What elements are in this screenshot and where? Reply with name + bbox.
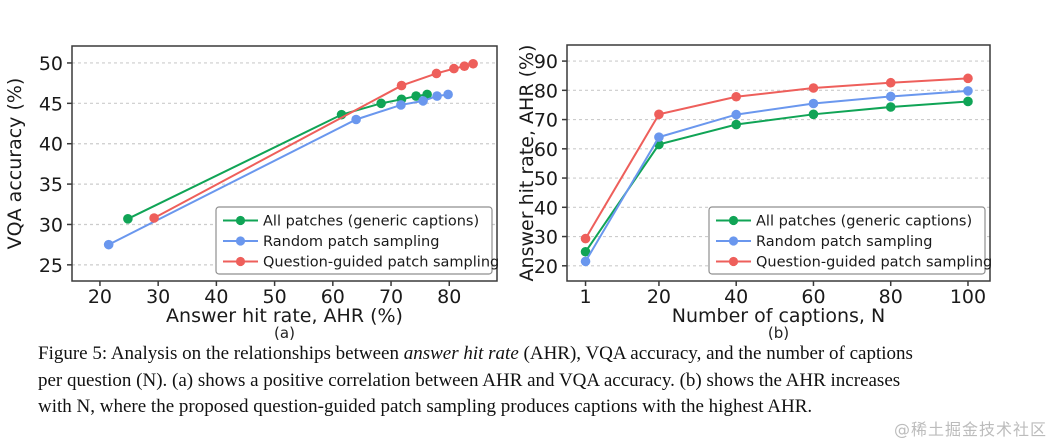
y-tick-label: 40: [534, 197, 558, 219]
data-point-blue: [731, 109, 741, 120]
data-point-green: [411, 91, 421, 101]
data-point-red: [963, 73, 973, 84]
y-tick-label: 40: [39, 134, 63, 156]
data-point-blue: [885, 91, 896, 102]
series-line-blue: [584, 89, 969, 262]
y-axis-label: VQA accuracy (%): [4, 78, 26, 250]
caption-line: per question (N). (a) shows a positive c…: [38, 368, 1032, 395]
caption-italic-segment: answer hit rate: [403, 343, 519, 364]
data-point-blue: [418, 96, 428, 106]
data-point-green: [808, 109, 819, 120]
x-tick-label: 1: [579, 286, 591, 308]
data-point-red: [396, 80, 407, 91]
subfigure-label: (b): [768, 324, 789, 340]
y-tick-label: 45: [39, 93, 63, 115]
data-point-red: [149, 213, 159, 223]
legend-box: [215, 206, 493, 275]
data-point-red: [449, 63, 459, 74]
data-point-blue: [396, 100, 406, 110]
plot-frame: [71, 45, 498, 282]
data-point-green: [580, 246, 591, 257]
x-tick-label: 20: [647, 286, 671, 308]
caption-segment: with N, where the proposed question-guid…: [38, 396, 813, 417]
y-axis-label: Answer hit rate, AHR (%): [516, 45, 538, 282]
data-point-blue: [654, 132, 664, 142]
legend-label: All patches (generic captions): [263, 214, 479, 230]
data-point-blue: [351, 114, 361, 125]
x-tick-label: 80: [437, 286, 461, 308]
data-point-red: [885, 77, 896, 88]
legend-label: Random patch sampling: [263, 234, 439, 250]
data-point-red: [808, 83, 819, 93]
caption-segment: Figure 5: Analysis on the relationships …: [38, 343, 404, 364]
x-tick-label: 60: [801, 286, 825, 308]
data-point-red: [431, 68, 442, 79]
x-tick-label: 20: [88, 286, 112, 308]
legend-sample-marker: [728, 236, 739, 246]
caption-line: with N, where the proposed question-guid…: [38, 394, 1032, 421]
legend-label: Question-guided patch sampling: [263, 255, 499, 271]
caption-line: Figure 5: Analysis on the relationships …: [38, 341, 1032, 368]
x-tick-label: 80: [879, 286, 903, 308]
data-point-red: [654, 109, 664, 120]
chart-a: 25 30 35 40 45 50 20 30 40 50 60 70 80 All patches (g…: [4, 45, 499, 340]
y-tick-label: 20: [534, 256, 558, 278]
legend-label: All patches (generic captions): [756, 214, 972, 230]
legend-sample-marker: [728, 215, 739, 226]
y-tick-label: 30: [39, 214, 63, 236]
data-point-red: [459, 61, 470, 71]
data-point-green: [963, 96, 973, 107]
charts-canvas: 25 30 35 40 45 50 20 30 40 50 60 70 80 All patches (g…: [4, 44, 992, 340]
x-axis-label: Answer hit rate, AHR (%): [166, 305, 403, 327]
data-point-red: [468, 58, 478, 69]
caption-segment: (AHR), VQA accuracy, and the number of c…: [518, 343, 913, 364]
y-tick-label: 70: [534, 110, 558, 132]
plot-frame: [566, 44, 991, 282]
legend-label: Random patch sampling: [756, 234, 932, 250]
y-tick-label: 30: [534, 227, 558, 249]
series-line-green: [584, 100, 969, 253]
data-point-blue: [103, 239, 114, 250]
legend-sample-marker: [235, 215, 246, 226]
x-tick-label: 60: [321, 286, 345, 308]
data-point-blue: [432, 91, 442, 101]
y-tick-label: 25: [39, 255, 63, 277]
y-tick-label: 80: [534, 80, 558, 102]
figure-caption: Figure 5: Analysis on the relationships …: [38, 341, 1032, 421]
data-point-green: [731, 119, 741, 130]
legend-sample-marker: [235, 236, 246, 246]
data-point-blue: [963, 86, 973, 96]
legend-sample-marker: [728, 256, 739, 267]
subfigure-label: (a): [274, 324, 295, 340]
caption-segment: per question (N). (a) shows a positive c…: [38, 369, 901, 391]
watermark: @稀土掘金技术社区: [893, 420, 1047, 439]
legend-box: [708, 206, 986, 275]
y-tick-label: 60: [534, 139, 558, 161]
legend-sample-marker: [235, 256, 246, 267]
data-point-red: [580, 233, 591, 244]
chart-b: 20 30 40 50 60 70 80 90 1 20 40 60 80 100 All patches …: [516, 44, 992, 340]
x-tick-label: 50: [263, 286, 287, 308]
x-tick-label: 100: [950, 286, 986, 308]
x-axis-label: Number of captions, N: [672, 305, 885, 327]
y-tick-label: 35: [39, 174, 63, 196]
x-tick-label: 30: [146, 286, 170, 308]
data-point-green: [123, 214, 133, 224]
x-tick-label: 40: [724, 286, 748, 308]
x-tick-label: 70: [379, 286, 403, 308]
data-point-green: [885, 102, 896, 112]
data-point-blue: [808, 98, 819, 109]
series-line-red: [584, 77, 969, 240]
legend-label: Question-guided patch sampling: [756, 255, 992, 271]
y-tick-label: 50: [39, 53, 63, 75]
data-point-blue: [443, 89, 453, 100]
data-point-red: [731, 91, 741, 102]
data-point-green: [376, 98, 386, 109]
x-tick-label: 40: [204, 286, 228, 308]
y-tick-label: 90: [534, 51, 558, 73]
series-line-green: [127, 93, 428, 220]
y-tick-label: 50: [534, 168, 558, 190]
data-point-blue: [580, 256, 591, 267]
